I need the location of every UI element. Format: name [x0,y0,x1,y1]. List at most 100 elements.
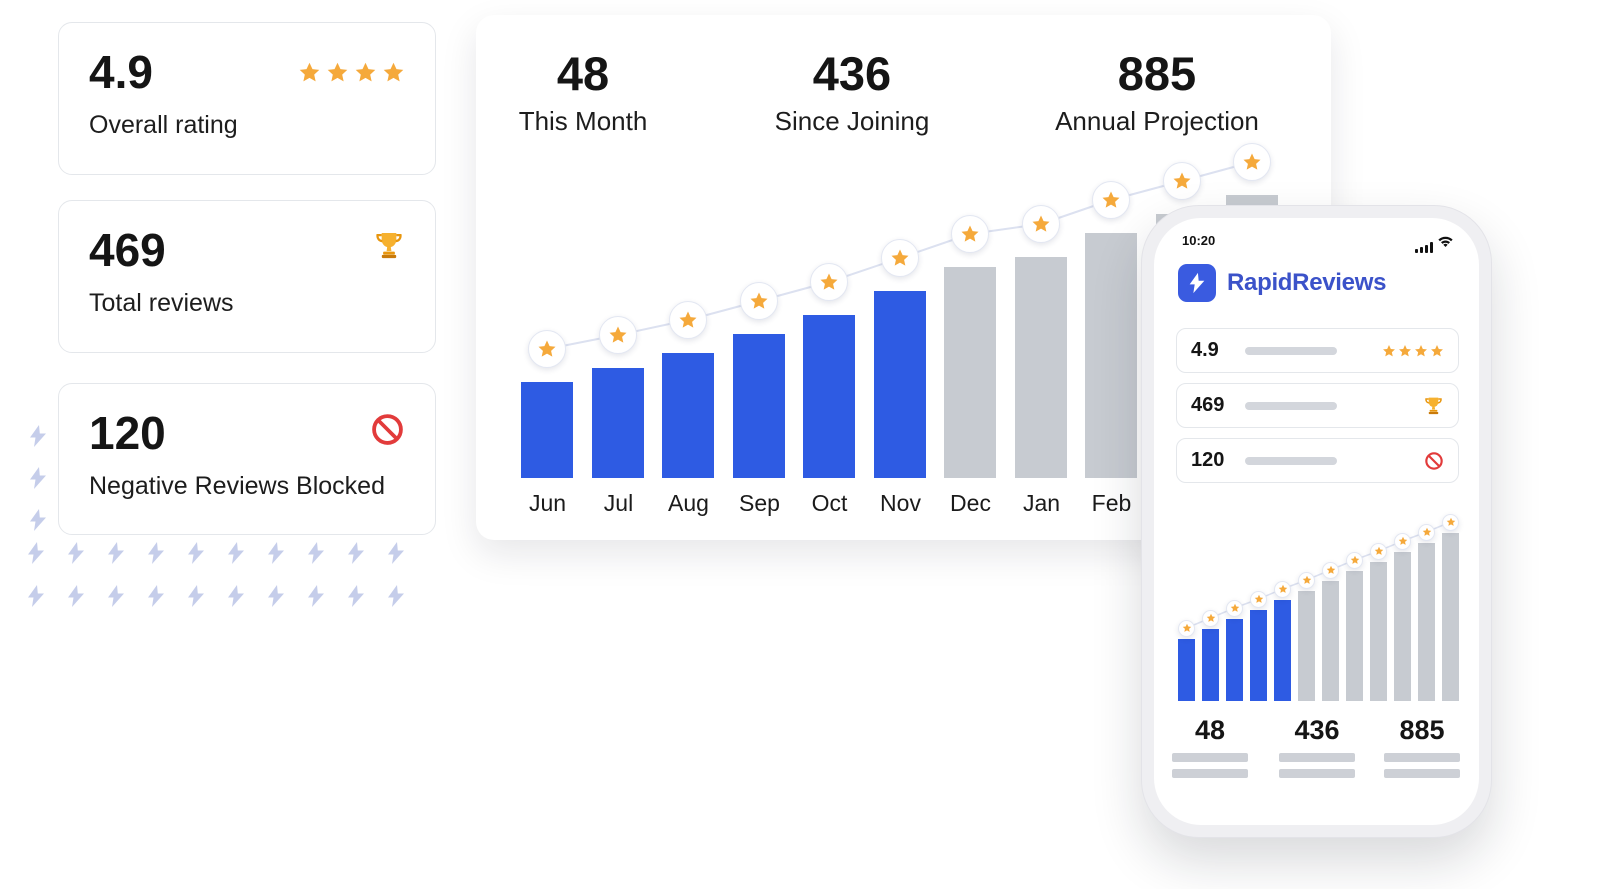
trophy-icon [373,229,405,261]
phone-this-month-stat: 48 [1162,715,1258,778]
lightning-bolt-icon [388,585,404,607]
lightning-bolt-icon [188,542,204,564]
star-badge [1226,599,1243,617]
overall-rating-card: 4.9 Overall rating [58,22,436,175]
star-badge [1298,571,1315,589]
decor-bolt [384,584,408,608]
decor-bolt [224,541,248,565]
blocked-icon [370,412,405,447]
star-icon [1302,575,1311,584]
star-icon [1383,344,1395,356]
chart-category-label: Aug [668,490,709,516]
lightning-bolt-icon [28,542,44,564]
blocked-reviews-value: 120 [89,407,166,459]
star-badge [1394,532,1411,550]
lightning-bolt-icon [68,542,84,564]
chart-bar [1346,571,1363,701]
placeholder-line [1279,769,1355,778]
star-icon [1206,613,1215,622]
chart-bar [944,267,996,478]
star-badge [599,316,637,354]
phone-annual-projection-value: 885 [1399,715,1445,745]
decor-bolt [26,508,50,532]
placeholder-line [1172,769,1248,778]
star-icon [1415,344,1427,356]
phone-since-joining-value: 436 [1294,715,1340,745]
star-badge [1202,609,1219,627]
decor-bolt [304,541,328,565]
star-icon [1230,603,1239,612]
since-joining-stat: 436 Since Joining [742,49,962,137]
overall-rating-label: Overall rating [89,111,238,139]
chart-bar [1015,257,1067,478]
lightning-bolt-icon [348,585,364,607]
lightning-bolt-icon [30,467,46,489]
annual-projection-stat: 885 Annual Projection [1047,49,1267,137]
placeholder-bar [1245,456,1337,465]
phone-rating-row: 4.9 [1176,328,1459,373]
phone-annual-projection-stat: 885 [1374,715,1470,778]
negative-reviews-blocked-card: 120 Negative Reviews Blocked [58,383,436,535]
decor-bolt [64,541,88,565]
star-badge [1233,143,1271,181]
chart-bar [662,353,714,478]
chart-category-label: Dec [950,490,991,516]
status-bar-time: 10:20 [1182,233,1216,248]
chart-bar [1418,543,1435,701]
chart-bar [1370,562,1387,701]
chart-category-label: Jun [528,490,567,516]
star-icon [1446,517,1455,526]
star-icon [1431,344,1443,356]
lightning-bolt-icon [268,585,284,607]
blocked-icon [372,414,403,445]
chart-bar [1442,533,1459,701]
decor-bolt [26,424,50,448]
decor-bolt [264,584,288,608]
chart-bar [1394,552,1411,701]
trophy-icon [376,233,402,259]
star-icon [1278,584,1287,593]
chart-bar [1202,629,1219,701]
wifi-icon [1438,235,1453,253]
decor-bolt [64,584,88,608]
lightning-bolt-icon [30,509,46,531]
star-badge [740,282,778,320]
star-badge [1346,551,1363,569]
lightning-bolt-icon [28,585,44,607]
rapidreviews-brand-name: RapidReviews [1227,269,1387,296]
chart-bar [1274,600,1291,701]
star-badge [669,301,707,339]
star-badge [1163,162,1201,200]
decor-bolt [344,541,368,565]
star-icon [1422,527,1431,536]
lightning-bolt-icon [308,542,324,564]
star-icon [1243,153,1261,170]
app-logo-row: RapidReviews [1178,264,1386,302]
star-icon [1350,555,1359,564]
chart-bar [733,334,785,478]
star-icon [1399,344,1411,356]
this-month-label: This Month [518,106,648,137]
star-icon [1102,191,1120,208]
star-icon [383,62,404,82]
status-bar-icons [1415,235,1453,253]
star-badge [951,215,989,253]
star-icon [327,62,348,82]
chart-category-label: Sep [739,490,780,516]
chart-bar [521,382,573,478]
decor-bolt [304,584,328,608]
star-icon [1182,623,1191,632]
decor-bolt [144,541,168,565]
lightning-bolt-icon [148,585,164,607]
phone-blocked-reviews-row: 120 [1176,438,1459,483]
star-icon [355,62,376,82]
blocked-icon [1425,451,1443,470]
overall-rating-value: 4.9 [89,46,153,98]
star-badge [1250,590,1267,608]
star-icon [891,249,909,266]
total-reviews-label: Total reviews [89,289,234,317]
this-month-value: 48 [556,47,610,100]
total-reviews-value: 469 [89,224,166,276]
placeholder-line [1172,753,1248,762]
